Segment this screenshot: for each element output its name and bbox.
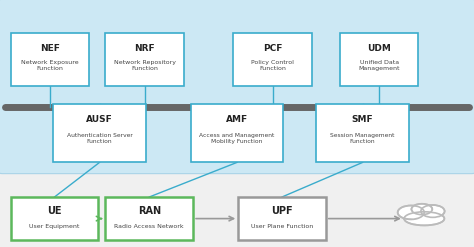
FancyBboxPatch shape: [0, 0, 474, 174]
Circle shape: [421, 205, 445, 217]
Text: Unified Data
Management: Unified Data Management: [358, 60, 400, 71]
Circle shape: [411, 204, 432, 215]
Text: Policy Control
Function: Policy Control Function: [251, 60, 294, 71]
Text: Access and Management
Mobility Function: Access and Management Mobility Function: [199, 133, 275, 144]
Circle shape: [398, 206, 424, 219]
Text: NEF: NEF: [40, 44, 60, 53]
Text: User Plane Function: User Plane Function: [251, 224, 313, 228]
Text: RAN: RAN: [138, 206, 161, 216]
Text: Session Management
Function: Session Management Function: [330, 133, 395, 144]
Text: UE: UE: [47, 206, 62, 216]
FancyBboxPatch shape: [105, 197, 193, 240]
FancyBboxPatch shape: [316, 104, 409, 163]
FancyBboxPatch shape: [238, 197, 326, 240]
Text: PCF: PCF: [263, 44, 282, 53]
Text: NRF: NRF: [134, 44, 155, 53]
Text: Network Repository
Function: Network Repository Function: [114, 60, 175, 71]
Ellipse shape: [404, 212, 444, 225]
Text: Network Exposure
Function: Network Exposure Function: [21, 60, 79, 71]
Text: UDM: UDM: [367, 44, 391, 53]
FancyBboxPatch shape: [53, 104, 146, 163]
FancyBboxPatch shape: [233, 33, 311, 86]
FancyBboxPatch shape: [105, 33, 183, 86]
Text: User Equipment: User Equipment: [29, 224, 80, 228]
FancyBboxPatch shape: [10, 33, 89, 86]
Text: Radio Access Network: Radio Access Network: [115, 224, 184, 228]
Text: UPF: UPF: [271, 206, 293, 216]
Text: AUSF: AUSF: [86, 115, 113, 124]
FancyBboxPatch shape: [340, 33, 418, 86]
Text: Authentication Server
Function: Authentication Server Function: [67, 133, 132, 144]
FancyBboxPatch shape: [191, 104, 283, 163]
Text: SMF: SMF: [352, 115, 374, 124]
FancyBboxPatch shape: [11, 197, 99, 240]
Ellipse shape: [407, 210, 442, 220]
Text: AMF: AMF: [226, 115, 248, 124]
